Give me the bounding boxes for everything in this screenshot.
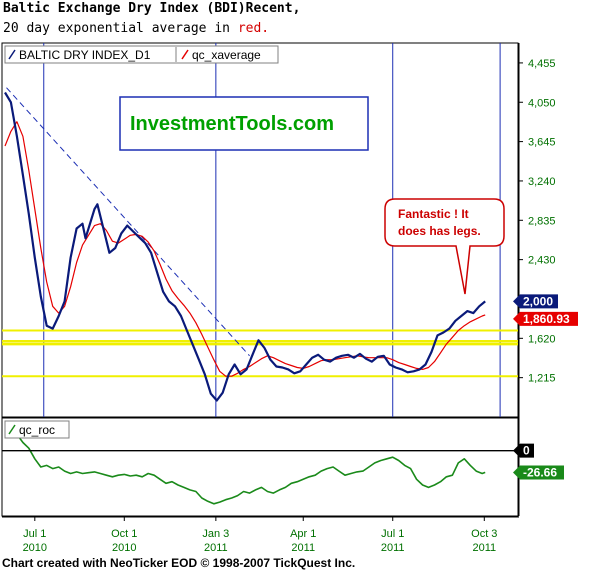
chart-subtitle: 20 day exponential average in red. [3,21,269,36]
roc-value-label: -26.66 [523,465,557,479]
y-tick-label-5: 2,430 [528,255,556,267]
average-legend-swatch [181,49,189,60]
x-tick-year-1: 2010 [112,542,136,554]
x-tick-year-2: 2011 [204,542,228,554]
callout: Fantastic ! It does has legs. [384,198,505,295]
watermark-box: InvestmentTools.com [119,96,369,151]
roc-zero-label: 0 [523,444,530,458]
average-value-tag: 1,860.93 [513,311,578,326]
roc-legend: qc_roc [4,420,70,439]
chart-title: Baltic Exchange Dry Index (BDI)Recent, [3,1,301,16]
x-tick-year-4: 2011 [381,542,405,554]
price-legend: BALTIC DRY INDEX_D1 qc_xaverage [4,45,279,64]
trendline [6,87,250,357]
callout-line-2: does has legs. [398,224,481,238]
y-tick-label-8: 1,215 [528,373,556,385]
footer-credit: Chart created with NeoTicker EOD © 1998-… [2,556,356,570]
roc-legend-swatch [8,424,16,435]
x-tick-year-0: 2010 [23,542,47,554]
x-tick-month-3: Apr 1 [290,528,316,540]
price-series-line [4,91,486,402]
roc-zero-tag: 0 [513,443,534,458]
legend-average-label: qc_xaverage [192,48,261,62]
callout-line-1: Fantastic ! It [398,207,469,221]
x-tick-month-4: Jul 1 [381,528,404,540]
x-tick-month-5: Oct 3 [471,528,497,540]
y-tick-label-7: 1,620 [528,333,556,345]
x-tick-year-3: 2011 [291,542,315,554]
x-tick-month-2: Jan 3 [202,528,229,540]
y-tick-label-1: 4,050 [528,97,556,109]
watermark-text: InvestmentTools.com [130,113,334,135]
subtitle-red-text: red. [237,21,270,36]
legend-price-label: BALTIC DRY INDEX_D1 [19,48,151,62]
x-tick-month-0: Jul 1 [23,528,46,540]
price-value-tag: 2,000 [513,294,558,309]
roc-panel [1,417,519,517]
roc-value-tag: -26.66 [513,465,564,480]
subtitle-text: 20 day exponential average in [3,21,238,36]
price-legend-swatch [8,49,16,60]
x-tick-year-5: 2011 [472,542,496,554]
y-tick-label-2: 3,645 [528,137,556,149]
y-tick-label-0: 4,455 [528,58,556,70]
y-tick-label-4: 2,835 [528,215,556,227]
roc-series-line [4,429,486,505]
legend-roc-label: qc_roc [19,423,55,437]
y-tick-label-3: 3,240 [528,176,556,188]
average-value-label: 1,860.93 [523,312,570,326]
x-tick-month-1: Oct 1 [111,528,137,540]
price-value-label: 2,000 [523,294,553,308]
